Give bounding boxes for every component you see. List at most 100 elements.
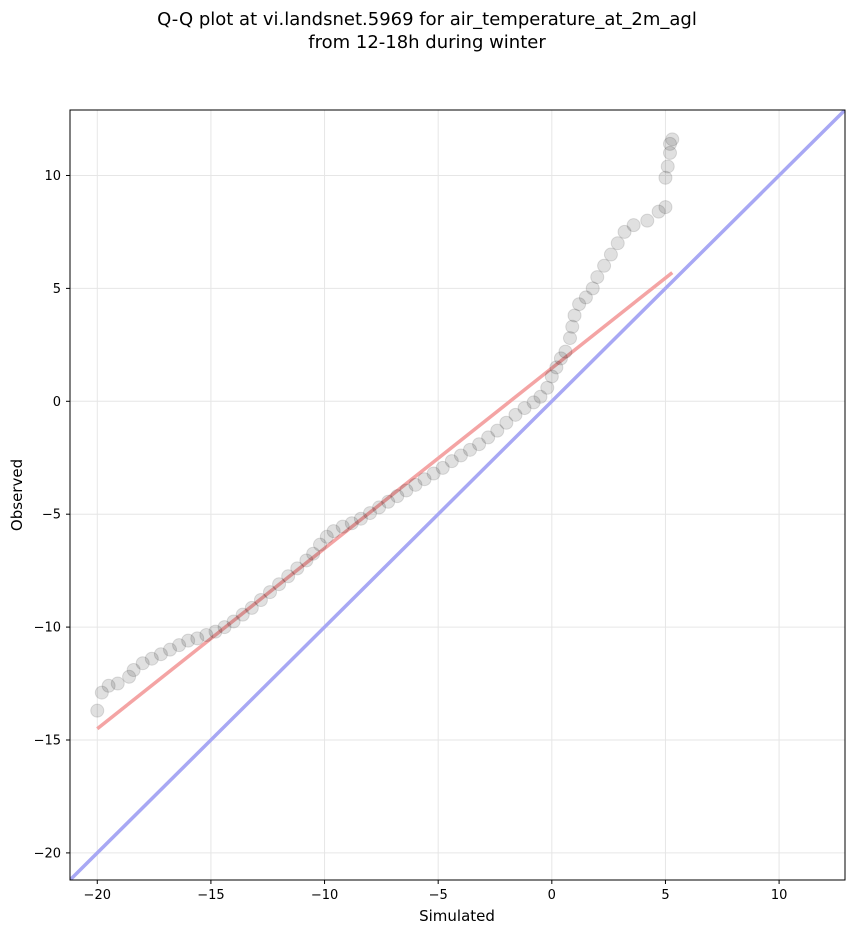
qq-point <box>597 258 612 273</box>
qq-point <box>344 516 359 531</box>
qq-point <box>663 136 677 151</box>
qq-point <box>472 437 487 452</box>
qq-point <box>272 577 287 592</box>
qq-point <box>481 430 496 445</box>
qq-point <box>658 200 673 215</box>
qq-point <box>199 628 214 642</box>
qq-point <box>640 213 655 228</box>
qq-point <box>426 466 441 481</box>
qq-point <box>463 442 477 457</box>
qq-point <box>658 170 673 185</box>
qq-point <box>135 656 150 671</box>
x-tick-label: −20 <box>84 888 111 903</box>
qq-point <box>244 600 259 615</box>
qq-point <box>299 553 314 568</box>
qq-point <box>353 511 368 526</box>
qq-point <box>326 524 341 539</box>
qq-point <box>122 669 137 684</box>
x-tick-label: 5 <box>661 888 669 903</box>
qq-point <box>508 407 523 422</box>
y-tick-label: −5 <box>42 508 61 523</box>
qq-point <box>585 281 600 296</box>
chart-title: Q-Q plot at vi.landsnet.5969 for air_tem… <box>0 8 854 54</box>
qq-point <box>363 506 377 521</box>
qq-point <box>319 529 334 544</box>
chart-title-line-1: Q-Q plot at vi.landsnet.5969 for air_tem… <box>157 9 697 30</box>
qq-point <box>565 319 580 334</box>
y-axis-label: Observed <box>8 459 26 531</box>
qq-point <box>235 607 250 622</box>
qq-point <box>617 224 632 239</box>
qq-point <box>563 331 577 346</box>
identity-line <box>70 110 845 880</box>
qq-point <box>253 593 268 607</box>
qq-point <box>417 472 432 487</box>
x-tick-label: 0 <box>548 888 556 903</box>
qq-point <box>572 297 587 312</box>
qq-point <box>181 633 196 648</box>
qq-point <box>665 132 680 147</box>
qq-point <box>651 204 666 219</box>
qq-point <box>540 380 555 395</box>
x-tick-label: −5 <box>429 888 448 903</box>
qq-point <box>290 561 305 576</box>
x-tick-label: 10 <box>771 888 788 903</box>
y-tick-label: −20 <box>34 846 61 861</box>
qq-point <box>372 500 387 515</box>
qq-point <box>126 663 141 677</box>
y-tick-label: 5 <box>53 282 61 297</box>
qq-point <box>499 415 514 430</box>
qq-point <box>94 685 109 700</box>
qq-point <box>626 218 641 233</box>
qq-point <box>90 703 105 718</box>
qq-point <box>663 145 677 160</box>
qq-point <box>172 638 187 653</box>
qq-point <box>217 620 232 635</box>
qq-point <box>533 389 548 404</box>
y-tick-label: 10 <box>44 169 61 184</box>
qq-point <box>544 369 559 384</box>
fit-line <box>96 271 674 731</box>
qq-point <box>390 489 405 504</box>
qq-point <box>399 483 414 498</box>
qq-point <box>153 647 168 662</box>
qq-point <box>526 395 541 410</box>
qq-point <box>110 676 125 691</box>
plot-area <box>70 110 845 880</box>
qq-point <box>603 247 618 262</box>
x-tick-label: −15 <box>197 888 224 903</box>
chart-title-line-2: from 12-18h during winter <box>308 32 546 53</box>
qq-point <box>610 236 625 251</box>
qq-point <box>208 624 223 639</box>
qq-point <box>435 460 450 475</box>
qq-point <box>453 448 468 463</box>
y-tick-label: −10 <box>34 621 61 636</box>
qq-point <box>306 546 321 561</box>
qq-point <box>567 308 582 323</box>
qq-point <box>444 454 459 469</box>
qq-point <box>101 678 116 693</box>
qq-point <box>517 401 532 416</box>
y-tick-label: −15 <box>34 734 61 749</box>
qq-point <box>190 631 205 646</box>
qq-point <box>490 423 505 438</box>
qq-point <box>335 519 350 534</box>
qq-point <box>263 585 277 600</box>
qq-point <box>381 494 396 509</box>
plot-frame <box>69 109 846 881</box>
qq-point <box>578 290 593 305</box>
y-axis: −20 −15 −10 −5 0 5 10 <box>34 169 70 861</box>
x-tick-label: −10 <box>311 888 338 903</box>
y-tick-label: 0 <box>53 395 61 410</box>
qq-point <box>660 159 675 174</box>
qq-point <box>558 344 573 359</box>
qq-point <box>408 477 423 492</box>
x-axis-label: Simulated <box>419 907 495 925</box>
qq-point <box>549 360 564 375</box>
qq-point <box>226 614 241 629</box>
qq-point <box>590 270 605 285</box>
grid-lines <box>70 110 845 880</box>
qq-point <box>281 569 296 584</box>
qq-point <box>144 651 159 666</box>
